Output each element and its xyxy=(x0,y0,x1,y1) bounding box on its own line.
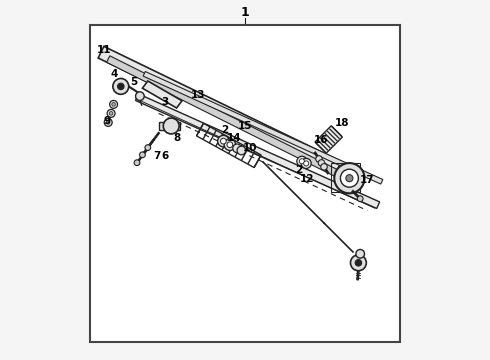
Circle shape xyxy=(227,142,233,148)
Circle shape xyxy=(237,146,245,155)
Polygon shape xyxy=(98,46,342,173)
Text: 16: 16 xyxy=(314,135,329,145)
Circle shape xyxy=(163,118,179,134)
Polygon shape xyxy=(143,81,182,108)
Circle shape xyxy=(321,164,327,170)
Text: 12: 12 xyxy=(300,174,314,184)
Text: 6: 6 xyxy=(162,150,169,161)
Text: 11: 11 xyxy=(97,45,111,55)
Text: 10: 10 xyxy=(243,143,258,153)
Text: 8: 8 xyxy=(173,133,180,143)
Circle shape xyxy=(301,158,311,168)
Circle shape xyxy=(145,145,151,150)
Polygon shape xyxy=(143,72,383,184)
Circle shape xyxy=(113,78,129,94)
Text: 2: 2 xyxy=(294,165,302,175)
Text: 9: 9 xyxy=(104,116,111,126)
Circle shape xyxy=(304,161,309,166)
Circle shape xyxy=(109,112,113,115)
Text: 2: 2 xyxy=(221,125,229,135)
Bar xyxy=(90,25,400,342)
Circle shape xyxy=(140,152,145,158)
Circle shape xyxy=(318,160,325,166)
Polygon shape xyxy=(136,94,380,208)
Circle shape xyxy=(350,255,367,271)
Circle shape xyxy=(110,100,118,108)
Circle shape xyxy=(136,92,144,100)
Circle shape xyxy=(341,169,358,187)
Text: 4: 4 xyxy=(111,69,119,79)
Circle shape xyxy=(218,135,229,147)
Text: 1: 1 xyxy=(241,6,249,19)
Circle shape xyxy=(106,121,110,124)
Circle shape xyxy=(334,163,365,193)
Text: 17: 17 xyxy=(359,175,374,185)
Circle shape xyxy=(118,83,124,90)
Circle shape xyxy=(316,156,322,162)
Circle shape xyxy=(220,138,226,144)
Circle shape xyxy=(355,260,362,266)
Circle shape xyxy=(297,156,307,166)
Circle shape xyxy=(356,249,365,258)
Text: 15: 15 xyxy=(238,121,252,131)
Text: 18: 18 xyxy=(335,118,349,128)
Polygon shape xyxy=(159,122,180,130)
Circle shape xyxy=(224,139,236,150)
Circle shape xyxy=(357,196,363,202)
Circle shape xyxy=(299,159,304,164)
Circle shape xyxy=(104,118,112,126)
Text: 5: 5 xyxy=(130,77,137,87)
Text: 7: 7 xyxy=(153,150,161,161)
Polygon shape xyxy=(315,126,343,153)
Circle shape xyxy=(233,144,242,153)
Text: 13: 13 xyxy=(191,90,205,100)
Circle shape xyxy=(346,175,353,182)
Text: 3: 3 xyxy=(162,96,169,107)
Circle shape xyxy=(112,103,116,106)
Circle shape xyxy=(107,109,115,117)
Polygon shape xyxy=(107,56,340,177)
Circle shape xyxy=(134,160,140,166)
Text: 14: 14 xyxy=(227,132,242,143)
